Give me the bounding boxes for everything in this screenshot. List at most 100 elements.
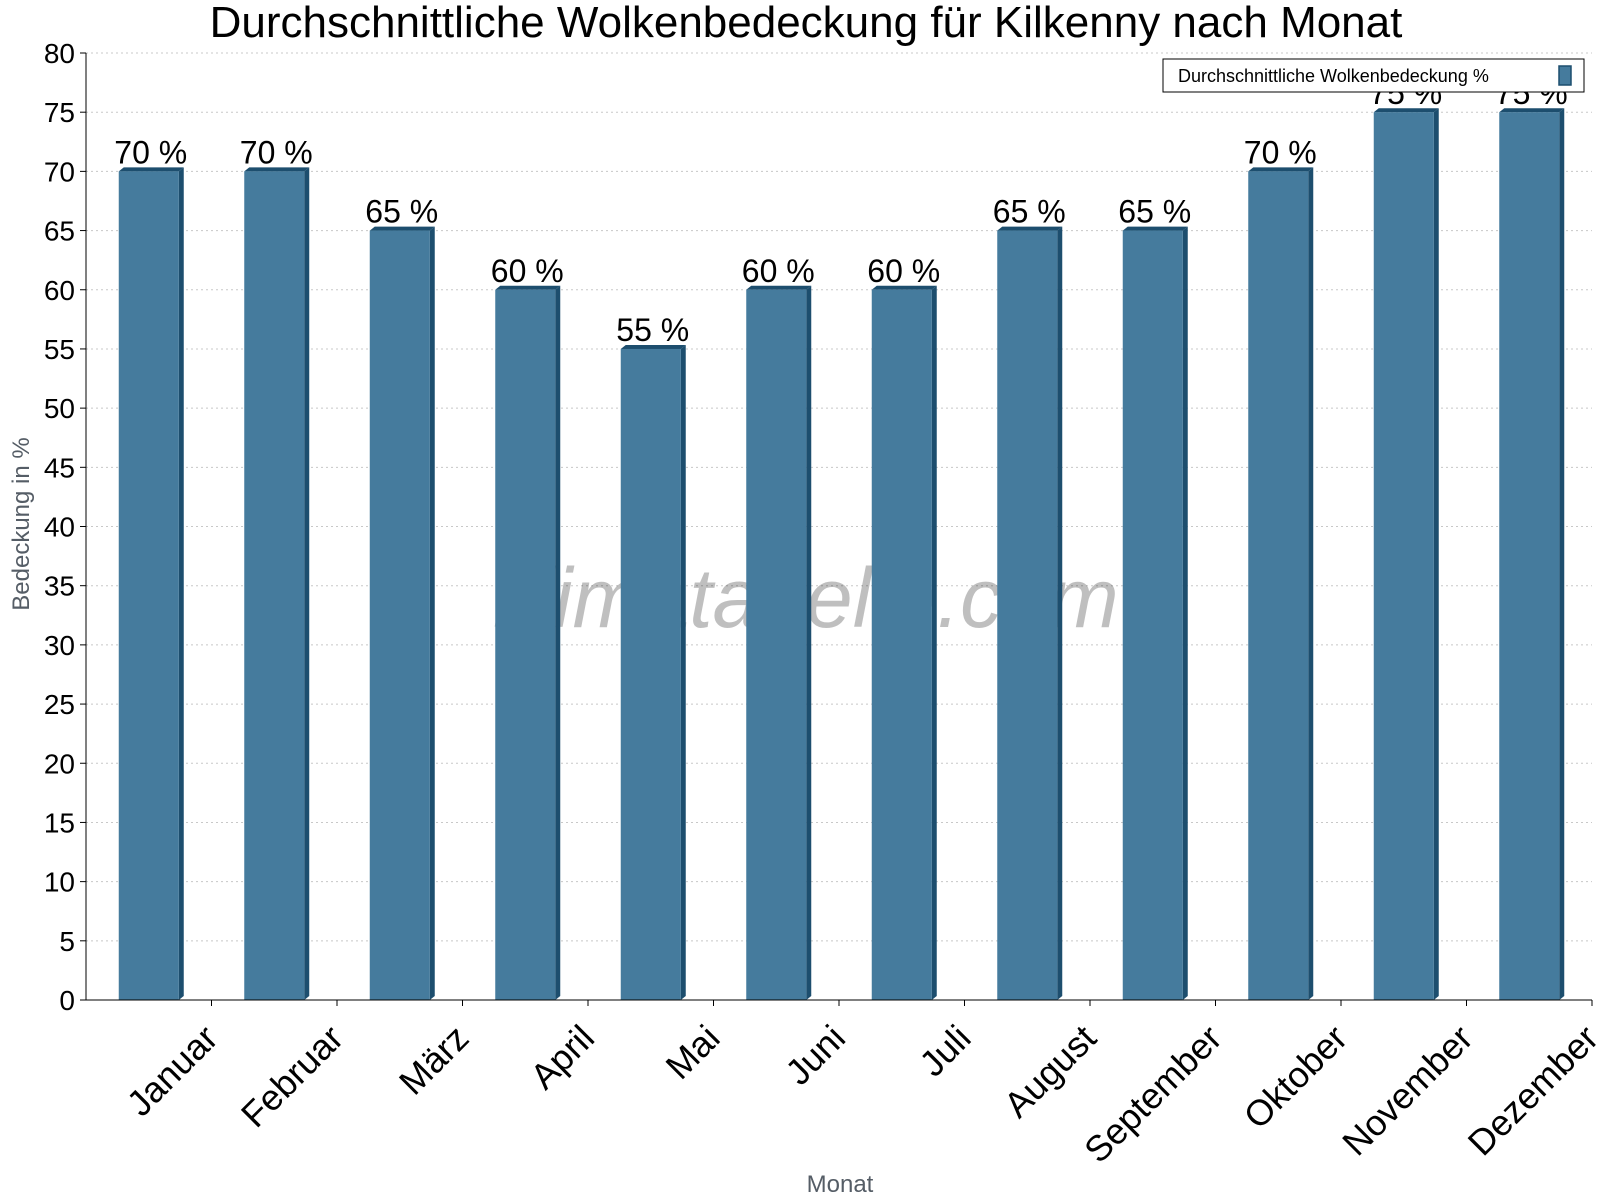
grid-lines (86, 52, 1592, 942)
bar-side (1559, 108, 1565, 1000)
bar-side (1057, 226, 1063, 1000)
data-label: 65 % (993, 194, 1066, 230)
data-label: 60 % (491, 253, 564, 289)
y-tick-label: 10 (44, 867, 75, 898)
x-tick-label: März (391, 1017, 477, 1103)
y-tick-label: 80 (44, 38, 75, 69)
y-tick-label: 65 (44, 216, 75, 247)
x-axis-ticks: Januar Februar März April Mai Juni Juli AugustS… (119, 1000, 1600, 1171)
x-tick-label: Mai (658, 1017, 728, 1087)
bar-front (244, 171, 305, 1000)
bar-top (746, 285, 812, 290)
y-tick-label: 50 (44, 393, 75, 424)
bar-side (931, 285, 937, 1000)
data-label: 70 % (240, 134, 313, 170)
bar-top (620, 344, 686, 349)
bar (369, 226, 435, 1000)
bar-front (1373, 112, 1434, 1000)
y-tick-label: 0 (59, 985, 75, 1016)
bar-front (1248, 171, 1309, 1000)
data-label: 65 % (1118, 194, 1191, 230)
bar-top (1499, 108, 1565, 113)
data-label: 60 % (867, 253, 940, 289)
bar (1373, 108, 1439, 1000)
x-tick-label: November (1334, 1017, 1480, 1163)
bar-top (118, 167, 184, 172)
y-tick-label: 25 (44, 689, 75, 720)
bar (620, 344, 686, 1000)
y-tick-label: 70 (44, 156, 75, 187)
y-tick-label: 45 (44, 452, 75, 483)
bar-front (1122, 230, 1183, 1000)
bar-side (680, 344, 686, 1000)
bar-front (1499, 112, 1560, 1000)
y-tick-label: 15 (44, 807, 75, 838)
bar-top (1248, 167, 1314, 172)
bar-side (806, 285, 812, 1000)
data-label: 55 % (616, 312, 689, 348)
y-tick-label: 60 (44, 275, 75, 306)
bar-side (178, 167, 184, 1000)
y-axis-ticks: 0 5 10 15 20 25 30 35 40 45 50 55 60 65 70 75 80 (44, 38, 86, 1016)
bar (1248, 167, 1314, 1000)
x-tick-label: Oktober (1235, 1017, 1355, 1137)
bar (244, 167, 310, 1000)
bar-side (1433, 108, 1439, 1000)
bar-top (495, 285, 561, 290)
x-tick-label: April (522, 1017, 602, 1097)
bar-side (555, 285, 561, 1000)
bar (871, 285, 937, 1000)
x-tick-label: Juni (777, 1017, 853, 1093)
bar-top (1122, 226, 1188, 231)
bar-side (429, 226, 435, 1000)
bar (1499, 108, 1565, 1000)
bar-front (746, 289, 807, 1000)
bar-side (304, 167, 310, 1000)
bar (746, 285, 812, 1000)
x-tick-label: Januar (119, 1017, 226, 1124)
bar-top (244, 167, 310, 172)
data-label: 60 % (742, 253, 815, 289)
data-label: 65 % (365, 194, 438, 230)
bar (997, 226, 1063, 1000)
data-labels: 70 % 70 % 65 % 60 % 55 % 60 % 60 % 65 % 65 % 70 %… (114, 75, 1567, 348)
x-tick-label: September (1076, 1017, 1230, 1171)
y-tick-label: 5 (59, 926, 75, 957)
bar-side (1182, 226, 1188, 1000)
bar-top (369, 226, 435, 231)
bar-top (997, 226, 1063, 231)
bar-front (369, 230, 430, 1000)
bar-front (620, 348, 681, 1000)
y-tick-label: 30 (44, 630, 75, 661)
data-label: 70 % (114, 134, 187, 170)
y-tick-label: 75 (44, 97, 75, 128)
bar (118, 167, 184, 1000)
bar (495, 285, 561, 1000)
bar-front (118, 171, 179, 1000)
bar (1122, 226, 1188, 1000)
bar-top (1373, 108, 1439, 113)
legend-swatch (1558, 65, 1572, 86)
x-tick-label: August (996, 1017, 1104, 1125)
x-axis-label: Monat (807, 1171, 874, 1198)
bar-front (997, 230, 1058, 1000)
legend-label: Durchschnittliche Wolkenbedeckung % (1178, 66, 1489, 86)
y-tick-label: 20 (44, 748, 75, 779)
legend-box (1162, 58, 1585, 93)
bar-side (1308, 167, 1314, 1000)
y-tick-label: 40 (44, 512, 75, 543)
legend: Durchschnittliche Wolkenbedeckung % (1162, 58, 1585, 93)
data-label: 70 % (1244, 134, 1317, 170)
bar-top (871, 285, 937, 290)
x-tick-label: Dezember (1460, 1017, 1600, 1163)
x-tick-label: Juli (911, 1017, 978, 1084)
y-tick-label: 35 (44, 571, 75, 602)
x-tick-label: Februar (233, 1017, 351, 1135)
bar-front (495, 289, 556, 1000)
chart-title: Durchschnittliche Wolkenbedeckung für Ki… (210, 0, 1403, 47)
bar-front (871, 289, 932, 1000)
y-axis-label: Bedeckung in % (8, 437, 35, 610)
y-tick-label: 55 (44, 334, 75, 365)
